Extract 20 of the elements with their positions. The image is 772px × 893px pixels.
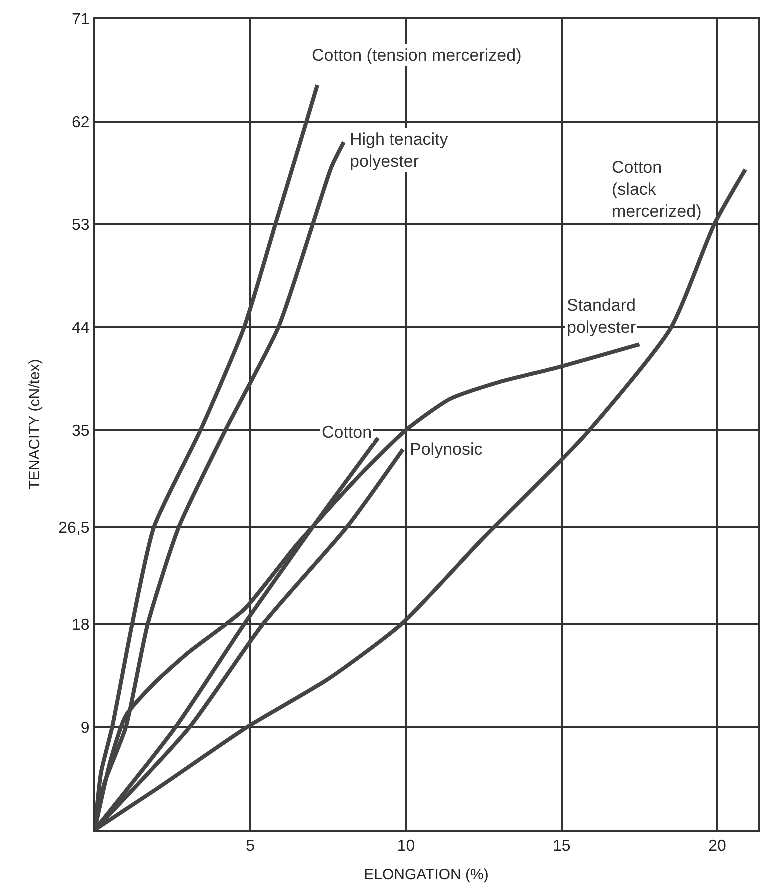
- y-tick-label: 62: [72, 114, 90, 132]
- y-axis-title: TENACITY (cN/tex): [26, 359, 44, 490]
- series-label: Cotton: [322, 423, 372, 442]
- x-tick-label: 20: [708, 838, 727, 856]
- y-tick-label: 9: [80, 720, 90, 737]
- y-tick-label: 71: [72, 12, 90, 29]
- series-label: Standard polyester: [567, 296, 636, 338]
- series-label: Cotton (slack mercerized): [612, 158, 702, 222]
- series-label: Cotton (tension mercerized): [312, 46, 522, 65]
- x-tick-label: 10: [397, 838, 416, 856]
- series-label: High tenacity polyester: [350, 130, 449, 172]
- x-axis-title: ELONGATION (%): [364, 866, 489, 884]
- y-tick-label: 18: [72, 616, 90, 634]
- y-tick-label: 53: [72, 217, 90, 234]
- y-tick-label: 26,5: [58, 520, 90, 537]
- y-tick-label: 35: [72, 422, 90, 440]
- x-tick-label: 5: [246, 838, 256, 856]
- x-tick-label: 15: [553, 838, 571, 856]
- series-label: Polynosic: [410, 440, 484, 459]
- y-tick-label: 44: [72, 320, 90, 338]
